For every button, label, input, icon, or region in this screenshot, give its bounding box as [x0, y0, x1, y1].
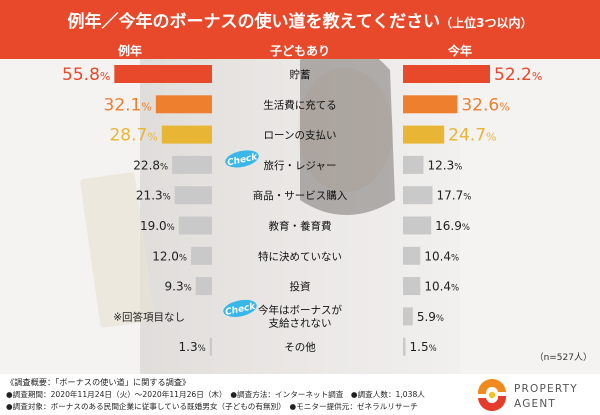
value-label-left: 12.0%	[152, 249, 187, 263]
value-label-right: 32.6%	[461, 95, 509, 115]
category-label: 投資	[290, 280, 311, 293]
bar-right	[403, 337, 406, 356]
bar-left	[191, 246, 212, 265]
bar-right	[403, 307, 413, 326]
chart-row: 19.0% 16.9% 教育・養育費	[140, 216, 470, 235]
category-label: ローンの支払い	[264, 129, 337, 142]
bar-right	[403, 186, 433, 205]
bar-left	[161, 125, 212, 144]
value-label-left: 19.0%	[140, 219, 175, 233]
value-label-right: 12.3%	[428, 158, 463, 172]
sample-size-label: （n=527人）	[535, 352, 592, 363]
bar-right	[403, 125, 445, 144]
footer-line-1: 《調査概要：「ボーナスの使い道」に関する調査》	[6, 377, 190, 387]
bar-right	[403, 155, 424, 174]
value-label-left: 22.8%	[133, 158, 168, 172]
value-label-left: 32.1%	[104, 95, 152, 115]
title-background	[0, 0, 600, 41]
logo-text-1: PROPERTY	[514, 383, 578, 395]
bar-right	[403, 216, 432, 235]
footer: 《調査概要：「ボーナスの使い道」に関する調査》 ●調査期間：2020年11月24…	[0, 374, 600, 415]
value-label-left: 28.7%	[109, 126, 157, 146]
category-label: その他	[284, 341, 316, 354]
chart-row: 9.3% 10.4% 投資	[165, 277, 459, 296]
bar-right	[403, 95, 458, 114]
chart-rows: 55.8% 52.2% 貯蓄 32.1% 32.6% 生活費に充てる 28.7% 24.7% ロ…	[62, 65, 542, 356]
bar-left	[172, 155, 212, 174]
category-label: 特に決めていない	[258, 251, 342, 263]
value-label-left: 21.3%	[136, 189, 171, 203]
logo-mark-icon	[477, 378, 507, 412]
bar-left	[155, 95, 212, 114]
header-background	[0, 41, 600, 59]
bar-left	[178, 216, 212, 235]
chart-title: 例年／今年のボーナスの使い道を教えてください（上位3つ以内）	[68, 11, 533, 32]
property-agent-logo: PROPERTY AGENT	[477, 378, 578, 412]
category-label: 貯蓄	[290, 69, 311, 81]
value-label-left: ※回答項目なし	[113, 310, 185, 323]
bar-right	[403, 277, 421, 296]
category-label: 今年はボーナスが支給されない	[258, 303, 342, 329]
category-label: 旅行・レジャー	[264, 159, 337, 172]
chart-row: 1.3% 1.5% その他	[179, 337, 437, 356]
value-label-right: 17.7%	[437, 189, 472, 203]
category-label: 商品・サービス購入	[253, 189, 348, 202]
bar-right	[403, 246, 421, 265]
footer-line-3: ●調査対象：ボーナスのある民間企業に従事している既婚男女（子どもの有無別） ●モ…	[6, 401, 418, 411]
chart-row: 55.8% 52.2% 貯蓄	[62, 65, 542, 85]
value-label-right: 16.9%	[435, 219, 470, 233]
chart-row: 12.0% 10.4% 特に決めていない	[152, 246, 459, 265]
value-label-right: 10.4%	[424, 280, 459, 294]
header-right: 今年	[447, 43, 472, 58]
value-label-right: 24.7%	[448, 126, 496, 146]
value-label-left: 55.8%	[62, 65, 110, 85]
value-label-right: 10.4%	[424, 249, 459, 263]
bar-right	[403, 65, 490, 83]
header-left: 例年	[118, 43, 142, 58]
title-bar: 例年／今年のボーナスの使い道を教えてください（上位3つ以内）	[0, 0, 600, 41]
bar-left	[209, 337, 212, 356]
bar-left	[114, 65, 212, 83]
footer-line-2: ●調査期間：2020年11月24日（火）～2020年11月26日（木） ●調査方…	[6, 389, 425, 399]
value-label-left: 9.3%	[165, 280, 192, 294]
header-center: 子どもあり	[270, 44, 330, 58]
value-label-right: 5.9%	[417, 310, 444, 324]
category-label: 教育・養育費	[269, 220, 332, 233]
column-headers: 例年 子どもあり 今年	[0, 41, 600, 59]
value-label-right: 1.5%	[410, 340, 437, 354]
chart-row: 32.1% 32.6% 生活費に充てる	[104, 95, 510, 115]
check-badge-shape	[223, 299, 257, 317]
check-badge-shape	[225, 150, 259, 168]
chart-row: 21.3% 17.7% 商品・サービス購入	[136, 186, 472, 205]
value-label-left: 1.3%	[179, 340, 206, 354]
bar-left	[195, 277, 212, 296]
chart-row: 28.7% 24.7% ローンの支払い	[109, 125, 496, 146]
category-label: 生活費に充てる	[263, 98, 337, 111]
logo-text-2: AGENT	[514, 398, 556, 410]
value-label-right: 52.2%	[494, 65, 542, 85]
bar-left	[174, 186, 212, 205]
